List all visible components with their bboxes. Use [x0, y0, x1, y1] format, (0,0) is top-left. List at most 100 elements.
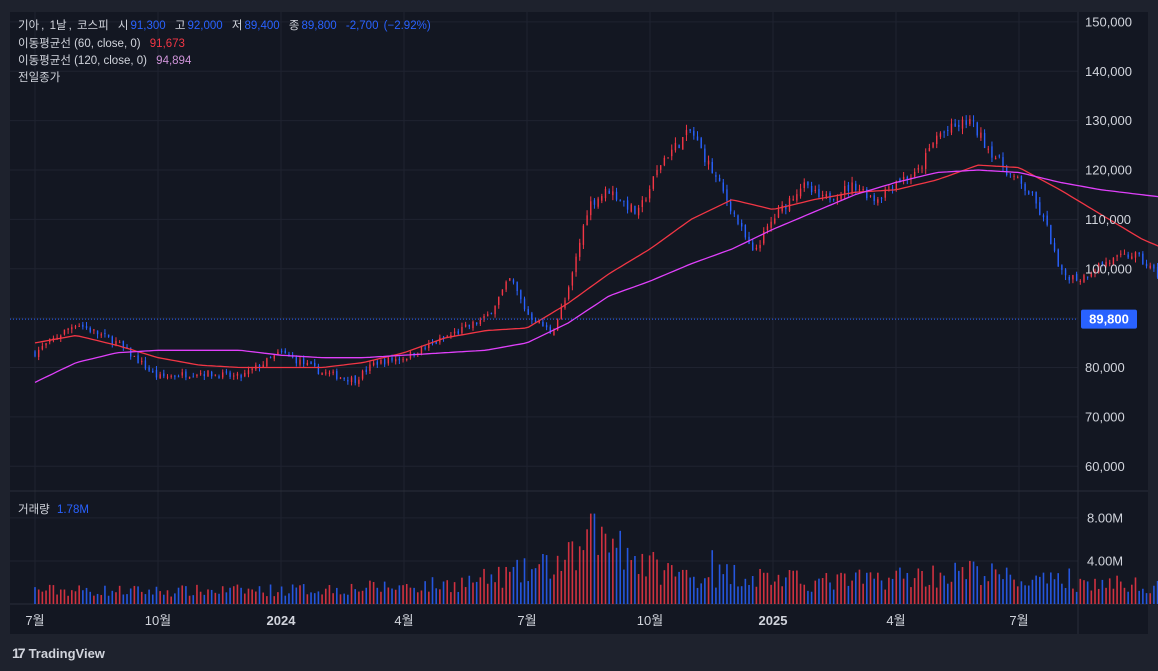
candle-body	[1079, 280, 1081, 282]
candle-body	[925, 152, 927, 169]
volume-bar	[843, 573, 846, 604]
candle-body	[475, 322, 478, 325]
symbol-name[interactable]: 기아	[18, 20, 40, 32]
volume-bar	[82, 590, 84, 604]
candle-body	[1156, 266, 1158, 278]
candle-body	[372, 362, 375, 366]
candle-body	[803, 182, 805, 188]
volume-bar	[251, 589, 253, 604]
volume-bar	[365, 587, 368, 604]
volume-bar	[1153, 585, 1155, 604]
candle-body	[1075, 273, 1078, 281]
volume-bar	[93, 595, 95, 604]
volume-bar	[56, 594, 58, 604]
candle-body	[52, 337, 55, 339]
tradingview-brand[interactable]: 17 TradingView	[12, 645, 105, 661]
volume-bar	[759, 568, 761, 604]
volume-bar	[48, 584, 51, 604]
volume-bar	[1035, 575, 1037, 604]
volume-bar	[428, 591, 430, 604]
candle-body	[314, 362, 316, 366]
ma60-legend[interactable]: 이동평균선 (60, close, 0) 91,673	[18, 36, 187, 52]
exchange-label: 코스피	[76, 20, 109, 32]
candle-body	[671, 149, 673, 157]
volume-bar	[424, 581, 426, 604]
volume-bar	[405, 583, 408, 604]
candle-body	[262, 364, 264, 368]
volume-bar	[523, 558, 526, 604]
candle-body	[269, 356, 272, 358]
price-tick-label: 80,000	[1085, 360, 1125, 375]
volume-bar	[943, 575, 945, 604]
volume-bar	[1086, 581, 1089, 604]
volume-bar	[866, 572, 868, 604]
candle-body	[207, 370, 209, 377]
volume-bar	[538, 564, 541, 604]
volume-bar	[788, 570, 791, 604]
candle-body	[943, 131, 945, 133]
candle-body	[383, 359, 386, 365]
volume-bar	[299, 585, 301, 604]
volume-bar	[696, 587, 699, 604]
candle-body	[939, 133, 942, 137]
volume-bar	[829, 582, 831, 604]
candle-body	[1145, 263, 1148, 267]
volume-bar	[681, 569, 684, 604]
volume-bar	[958, 570, 960, 604]
time-axis-area[interactable]	[10, 604, 1148, 634]
candle-body	[82, 324, 84, 327]
volume-bar	[531, 569, 533, 604]
volume-bar	[991, 563, 993, 604]
volume-bar	[159, 591, 161, 604]
candle-body	[369, 364, 371, 371]
candle-body	[1031, 191, 1034, 193]
plot-area[interactable]	[10, 12, 1078, 604]
interval-label[interactable]: 1날	[49, 20, 67, 32]
candle-body	[814, 189, 816, 191]
tradingview-brand-name: TradingView	[28, 645, 105, 661]
candle-body	[693, 130, 695, 136]
time-tick-label: 7월	[25, 613, 44, 628]
volume-bar	[1131, 584, 1133, 604]
candle-body	[1094, 271, 1096, 273]
candle-body	[582, 225, 585, 245]
candle-body	[428, 343, 430, 348]
volume-bar	[667, 563, 669, 604]
volume-bar	[185, 586, 187, 604]
close-value: 89,800	[301, 20, 337, 32]
volume-bar	[100, 594, 103, 604]
volume-bar	[704, 578, 706, 604]
candle-body	[612, 191, 614, 196]
candle-body	[420, 346, 423, 355]
volume-bar	[520, 582, 522, 604]
candle-body	[1134, 252, 1137, 258]
tradingview-logo-icon: 17	[12, 645, 26, 661]
candle-body	[435, 341, 437, 344]
volume-bar	[928, 584, 931, 604]
candle-body	[236, 373, 239, 376]
volume-legend[interactable]: 거래량 1.78M	[18, 501, 89, 517]
volume-bar	[641, 553, 644, 604]
volume-bar	[906, 572, 909, 604]
volume-bar	[880, 580, 883, 604]
prev-close-legend[interactable]: 전일종가	[18, 70, 62, 86]
candle-body	[623, 200, 625, 202]
candle-body	[343, 377, 345, 379]
volume-bar	[626, 547, 629, 604]
candle-body	[380, 359, 382, 364]
volume-bar	[1090, 590, 1093, 604]
volume-bar	[1123, 587, 1126, 604]
volume-bar	[1112, 588, 1115, 604]
volume-bar	[380, 591, 382, 604]
candle-body	[1020, 175, 1023, 184]
candle-body	[74, 326, 77, 328]
price-axis-area[interactable]	[1078, 12, 1148, 604]
candle-body	[1153, 264, 1155, 269]
volume-bar	[1046, 583, 1048, 604]
volume-bar	[939, 572, 942, 604]
candle-body	[1002, 157, 1004, 167]
volume-bar	[221, 586, 224, 604]
ma120-legend[interactable]: 이동평균선 (120, close, 0) 94,894	[18, 53, 193, 69]
